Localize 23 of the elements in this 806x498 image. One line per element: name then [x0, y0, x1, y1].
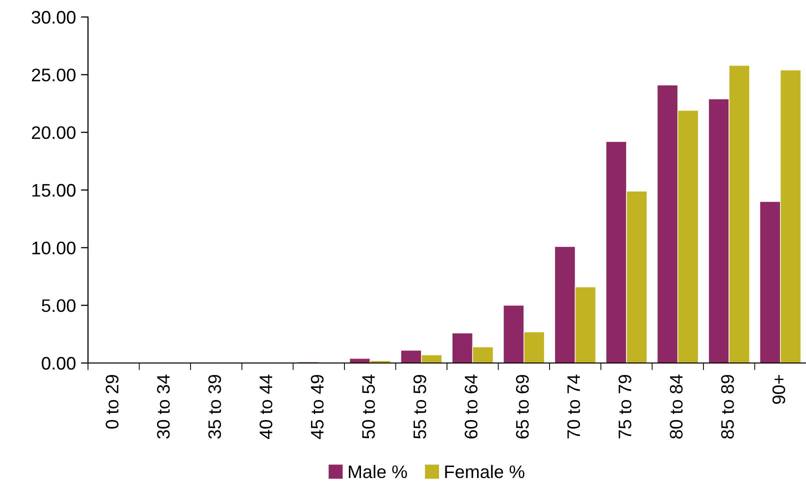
y-tick-label: 0.00	[42, 356, 76, 370]
x-tick-label: 35 to 39	[208, 374, 222, 439]
x-tick-label: 40 to 44	[260, 374, 272, 439]
x-tick-label: 50 to 54	[362, 374, 375, 439]
legend-label: Male %	[348, 464, 407, 478]
x-tick-label: 85 to 89	[721, 374, 734, 439]
y-tick-label: 5.00	[42, 299, 76, 312]
y-tick-label: 25.00	[32, 68, 76, 82]
x-tick-label: 30 to 34	[156, 374, 170, 439]
x-tick-label: 80 to 84	[670, 374, 683, 439]
x-tick-label: 90+	[772, 375, 786, 404]
x-tick-label: 70 to 74	[567, 374, 580, 438]
x-tick-label: 60 to 64	[464, 374, 478, 438]
y-tick-label: 20.00	[32, 126, 76, 140]
x-tick-label: 45 to 49	[310, 374, 324, 439]
x-tick-label: 55 to 59	[413, 374, 426, 439]
x-tick-label: 75 to 79	[618, 374, 632, 438]
x-tick-label: 0 to 29	[106, 374, 118, 429]
y-tick-label: 15.00	[32, 184, 76, 197]
y-tick-label: 30.00	[32, 10, 76, 24]
legend-label: Female %	[445, 464, 524, 478]
y-tick-label: 10.00	[32, 242, 76, 254]
x-tick-label: 65 to 69	[516, 374, 529, 438]
